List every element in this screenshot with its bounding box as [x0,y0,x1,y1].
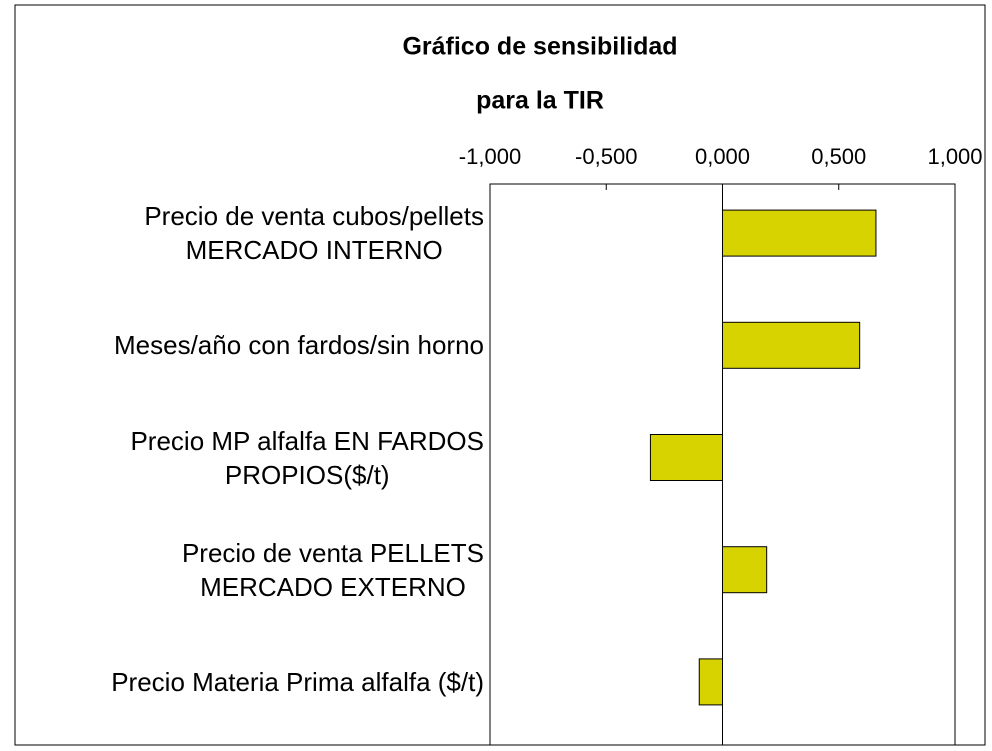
y-tick-label: Precio de venta cubos/pellets MERCADO IN… [144,201,484,266]
x-tick-label: -1,000 [459,144,521,169]
y-tick-label: Precio Materia Prima alfalfa ($/t) [111,666,484,697]
y-tick-label: Precio MP alfalfa EN FARDOS PROPIOS($/t) [130,425,484,490]
bar [722,321,861,369]
bar [698,658,723,706]
x-tick-label: 1,000 [927,144,982,169]
bar [649,433,723,482]
x-tick-label: 0,500 [811,144,866,169]
chart-border [14,4,986,746]
chart-title: Gráfico de sensibilidad [402,33,677,61]
x-tick-label: 0,000 [695,144,750,169]
x-tick-label: -0,500 [575,144,637,169]
y-tick-label: Precio de venta PELLETS MERCADO EXTERNO [181,537,484,602]
y-tick-label: Meses/año con fardos/sin horno [114,330,484,361]
bar [722,546,768,594]
chart-subtitle: para la TIR [476,87,604,115]
bar [722,209,877,257]
